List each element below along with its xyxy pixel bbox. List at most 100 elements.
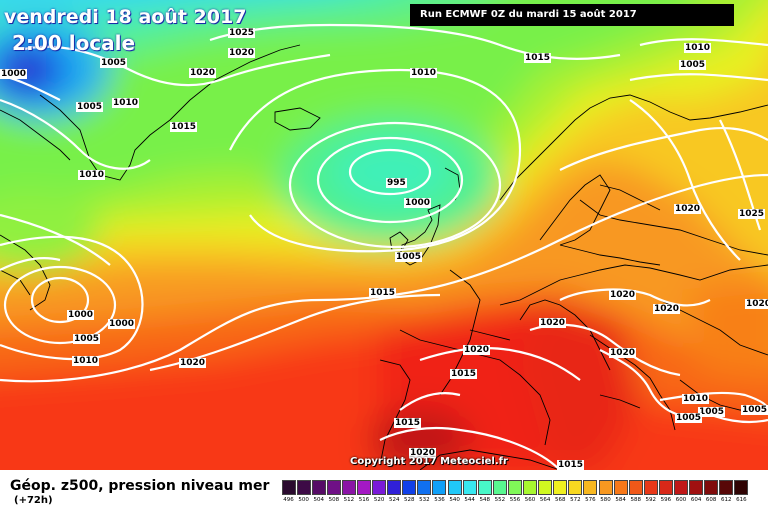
scale-swatch <box>583 480 598 495</box>
scale-cell: 572 <box>568 480 583 510</box>
scale-swatch <box>507 480 522 495</box>
scale-label: 552 <box>494 497 506 503</box>
forecast-date: vendredi 18 août 2017 <box>4 6 247 28</box>
scale-cell: 500 <box>296 480 311 510</box>
scale-swatch <box>719 480 734 495</box>
scale-label: 512 <box>343 497 355 503</box>
color-scale: 496 500 504 508 512 516 520 524 528 532 536 540 544 5… <box>281 480 749 510</box>
scale-cell: 568 <box>553 480 568 510</box>
isobar-label: 1015 <box>557 460 585 470</box>
scale-cell: 516 <box>356 480 372 510</box>
scale-cell: 504 <box>311 480 326 510</box>
weather-map: 1025 1020 1005 1020 1000 1005 1010 1015 … <box>0 0 768 470</box>
isobar-label: 1025 <box>738 209 766 219</box>
scale-label: 588 <box>630 497 641 503</box>
scale-cell: 540 <box>447 480 462 510</box>
scale-cell: 612 <box>719 480 734 510</box>
scale-label: 608 <box>705 497 717 503</box>
isobar-label: 1000 <box>108 319 136 329</box>
scale-swatch <box>402 480 417 495</box>
scale-label: 556 <box>509 497 521 503</box>
isobar-label: 1010 <box>684 43 712 53</box>
geopotential-field <box>0 0 768 470</box>
scale-cell: 576 <box>583 480 598 510</box>
scale-swatch <box>492 480 507 495</box>
isobar-label: 1020 <box>609 290 637 300</box>
scale-label: 520 <box>373 497 385 503</box>
isobar-label: 1010 <box>410 68 438 78</box>
isobar-label: 1015 <box>524 53 552 63</box>
scale-label: 560 <box>524 497 536 503</box>
scale-swatch <box>326 480 341 495</box>
isobar-lines <box>0 23 768 470</box>
isobar-label: 1005 <box>73 334 101 344</box>
isobar-label: 1020 <box>409 448 437 458</box>
scale-swatch <box>447 480 462 495</box>
scale-swatch <box>538 480 553 495</box>
scale-swatch <box>341 480 356 495</box>
scale-swatch <box>281 480 296 495</box>
scale-cell: 608 <box>704 480 719 510</box>
scale-label: 616 <box>736 497 747 503</box>
scale-swatch <box>643 480 658 495</box>
scale-label: 500 <box>298 497 309 503</box>
isobar-label: 1005 <box>675 413 703 423</box>
scale-cell: 604 <box>689 480 704 510</box>
scale-cell: 592 <box>643 480 658 510</box>
scale-swatch <box>598 480 613 495</box>
scale-label: 540 <box>449 497 460 503</box>
scale-label: 524 <box>388 497 400 503</box>
isobar-label: 1005 <box>698 407 726 417</box>
scale-cell: 580 <box>598 480 613 510</box>
scale-swatch <box>432 480 447 495</box>
isobar-label: 1020 <box>609 348 637 358</box>
scale-cell: 548 <box>477 480 492 510</box>
isobar-label: 1010 <box>682 394 710 404</box>
isobar-label: 1020 <box>189 68 217 78</box>
isobar-label: 1015 <box>369 288 397 298</box>
isobar-label: 1015 <box>170 122 198 132</box>
scale-label: 592 <box>645 497 657 503</box>
scale-label: 596 <box>660 497 672 503</box>
scale-swatch <box>296 480 311 495</box>
scale-swatch <box>628 480 643 495</box>
scale-cell: 560 <box>523 480 538 510</box>
legend-subtitle: (+72h) <box>14 495 53 506</box>
isobar-label: 1005 <box>100 58 128 68</box>
scale-swatch <box>613 480 628 495</box>
scale-cell: 528 <box>402 480 417 510</box>
scale-label: 504 <box>313 497 324 503</box>
scale-label: 508 <box>328 497 340 503</box>
scale-label: 544 <box>464 497 475 503</box>
scale-label: 532 <box>419 497 430 503</box>
isobar-label: 1000 <box>67 310 95 320</box>
scale-swatch <box>704 480 719 495</box>
scale-swatch <box>523 480 538 495</box>
scale-swatch <box>477 480 492 495</box>
scale-cell: 616 <box>734 480 749 510</box>
isobar-label: 1020 <box>539 318 567 328</box>
isobar-label: 1010 <box>78 170 106 180</box>
isobar-label: 1005 <box>679 60 707 70</box>
scale-cell: 520 <box>372 480 387 510</box>
scale-label: 548 <box>479 497 491 503</box>
scale-swatch <box>568 480 583 495</box>
isobar-label: 1020 <box>463 345 491 355</box>
scale-cell: 512 <box>341 480 356 510</box>
scale-cell: 552 <box>492 480 507 510</box>
scale-swatch <box>553 480 568 495</box>
isobar-label: 1025 <box>228 28 256 38</box>
scale-cell: 536 <box>432 480 447 510</box>
scale-label: 604 <box>690 497 702 503</box>
scale-cell: 600 <box>673 480 688 510</box>
isobar-label: 1005 <box>741 405 768 415</box>
scale-swatch <box>417 480 432 495</box>
scale-swatch <box>311 480 326 495</box>
scale-cell: 588 <box>628 480 643 510</box>
scale-swatch <box>357 480 372 495</box>
scale-label: 496 <box>283 497 294 503</box>
scale-swatch <box>372 480 387 495</box>
scale-label: 584 <box>615 497 626 503</box>
scale-label: 536 <box>434 497 445 503</box>
scale-cell: 524 <box>387 480 402 510</box>
